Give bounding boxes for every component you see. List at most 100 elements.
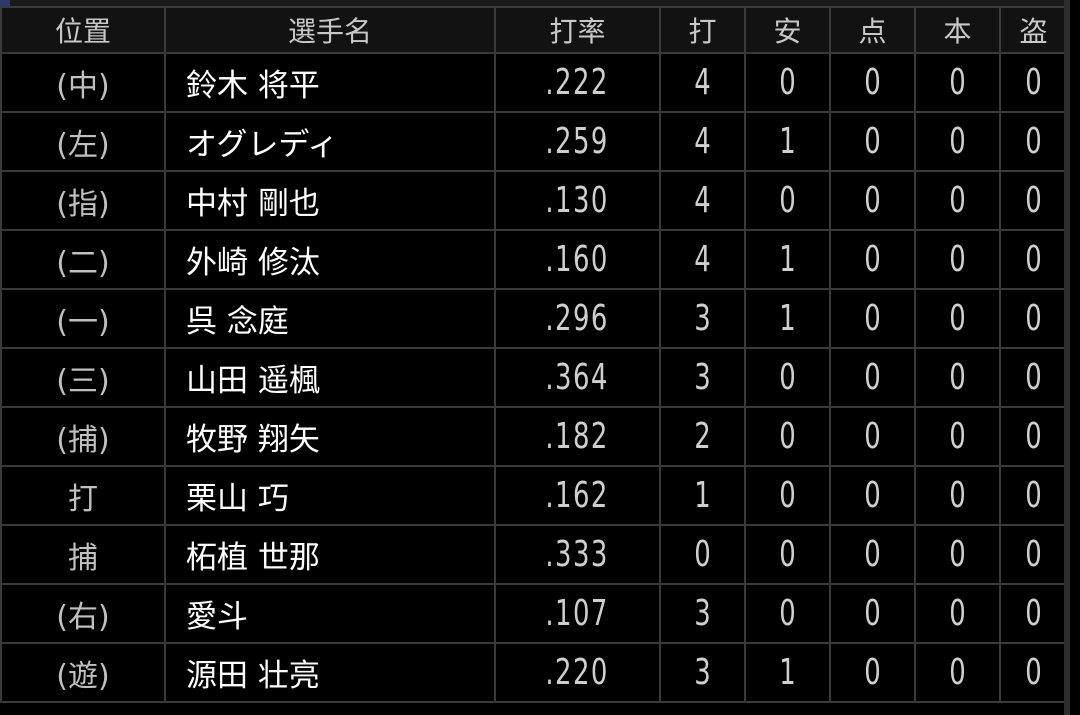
header-stolen-bases[interactable]: 盗 — [999, 6, 1068, 54]
position-cell: 捕 — [0, 524, 166, 585]
batting-stats-table: 位置 選手名 打率打安点本盗 (中) 鈴木 将平 .222 4 0 0 0 0 (左) オグレディ .2… — [0, 6, 1068, 703]
sb-cell: 0 — [999, 111, 1068, 172]
hr-value: 0 — [949, 121, 966, 162]
h-cell: 0 — [744, 170, 831, 231]
hr-cell: 0 — [914, 347, 1001, 408]
scrollbar[interactable] — [1064, 0, 1070, 715]
player-name-cell[interactable]: 鈴木 将平 — [164, 52, 496, 113]
player-name-cell[interactable]: 源田 壮亮 — [164, 642, 496, 703]
h-value: 0 — [779, 357, 796, 398]
header-hits[interactable]: 安 — [744, 6, 831, 54]
rbi-value: 0 — [864, 416, 881, 457]
rbi-value: 0 — [864, 357, 881, 398]
table-row[interactable]: (中) 鈴木 将平 .222 4 0 0 0 0 — [0, 52, 1068, 113]
h-value: 1 — [779, 121, 796, 162]
table-row[interactable]: (捕) 牧野 翔矢 .182 2 0 0 0 0 — [0, 406, 1068, 467]
batting-average: .162 — [545, 475, 610, 516]
rbi-cell: 0 — [829, 111, 916, 172]
batting-average-cell: .182 — [494, 406, 661, 467]
batting-average-cell: .160 — [494, 229, 661, 290]
hr-value: 0 — [949, 62, 966, 103]
header-at-bats[interactable]: 打 — [659, 6, 746, 54]
table-row[interactable]: (右) 愛斗 .107 3 0 0 0 0 — [0, 583, 1068, 644]
player-name-cell[interactable]: 愛斗 — [164, 583, 496, 644]
table-row[interactable]: (遊) 源田 壮亮 .220 3 1 0 0 0 — [0, 642, 1068, 703]
sb-cell: 0 — [999, 229, 1068, 290]
table-row[interactable]: 打栗山 巧 .162 1 0 0 0 0 — [0, 465, 1068, 526]
position-cell: (指) — [0, 170, 166, 231]
sb-value: 0 — [1025, 475, 1042, 516]
table-row[interactable]: (三) 山田 遥楓 .364 3 0 0 0 0 — [0, 347, 1068, 408]
position-cell: (二) — [0, 229, 166, 290]
player-name-cell[interactable]: 牧野 翔矢 — [164, 406, 496, 467]
rbi-value: 0 — [864, 239, 881, 280]
header-row: 位置 選手名 打率打安点本盗 — [0, 6, 1068, 54]
rbi-cell: 0 — [829, 642, 916, 703]
rbi-value: 0 — [864, 180, 881, 221]
h-cell: 0 — [744, 583, 831, 644]
h-value: 1 — [779, 652, 796, 693]
sb-cell: 0 — [999, 170, 1068, 231]
rbi-value: 0 — [864, 475, 881, 516]
player-name-cell[interactable]: 柘植 世那 — [164, 524, 496, 585]
rbi-cell: 0 — [829, 406, 916, 467]
hr-value: 0 — [949, 416, 966, 457]
rbi-cell: 0 — [829, 229, 916, 290]
hr-value: 0 — [949, 593, 966, 634]
table-row[interactable]: (一) 呉 念庭 .296 3 1 0 0 0 — [0, 288, 1068, 349]
position-cell: (左) — [0, 111, 166, 172]
rbi-value: 0 — [864, 298, 881, 339]
header-rbi[interactable]: 点 — [829, 6, 916, 54]
hr-cell: 0 — [914, 229, 1001, 290]
table-row[interactable]: (二) 外崎 修汰 .160 4 1 0 0 0 — [0, 229, 1068, 290]
hr-value: 0 — [949, 239, 966, 280]
hr-cell: 0 — [914, 642, 1001, 703]
ab-cell: 4 — [659, 170, 746, 231]
hr-cell: 0 — [914, 406, 1001, 467]
player-name-cell[interactable]: 呉 念庭 — [164, 288, 496, 349]
sb-value: 0 — [1025, 298, 1042, 339]
batting-average-cell: .364 — [494, 347, 661, 408]
ab-cell: 1 — [659, 465, 746, 526]
ab-cell: 3 — [659, 583, 746, 644]
player-name-cell[interactable]: 中村 剛也 — [164, 170, 496, 231]
sb-cell: 0 — [999, 465, 1068, 526]
header-position[interactable]: 位置 — [0, 6, 166, 54]
sb-value: 0 — [1025, 239, 1042, 280]
h-cell: 0 — [744, 347, 831, 408]
batting-average-cell: .220 — [494, 642, 661, 703]
batting-average-cell: .130 — [494, 170, 661, 231]
table-row[interactable]: 捕柘植 世那 .333 0 0 0 0 0 — [0, 524, 1068, 585]
player-name-cell[interactable]: 山田 遥楓 — [164, 347, 496, 408]
sb-cell: 0 — [999, 52, 1068, 113]
table-row[interactable]: (左) オグレディ .259 4 1 0 0 0 — [0, 111, 1068, 172]
batting-average: .333 — [545, 534, 610, 575]
player-name-cell[interactable]: オグレディ — [164, 111, 496, 172]
batting-average: .160 — [545, 239, 610, 280]
batting-average: .259 — [545, 121, 610, 162]
ab-cell: 0 — [659, 524, 746, 585]
player-name-cell[interactable]: 栗山 巧 — [164, 465, 496, 526]
header-batting-average[interactable]: 打率 — [494, 6, 661, 54]
ab-cell: 3 — [659, 642, 746, 703]
ab-value: 3 — [694, 652, 711, 693]
position-cell: (中) — [0, 52, 166, 113]
position-cell: 打 — [0, 465, 166, 526]
rbi-cell: 0 — [829, 347, 916, 408]
ab-value: 4 — [694, 121, 711, 162]
h-cell: 1 — [744, 642, 831, 703]
table-row[interactable]: (指) 中村 剛也 .130 4 0 0 0 0 — [0, 170, 1068, 231]
sb-cell: 0 — [999, 583, 1068, 644]
player-name-cell[interactable]: 外崎 修汰 — [164, 229, 496, 290]
header-home-runs[interactable]: 本 — [914, 6, 1001, 54]
batting-average: .107 — [545, 593, 610, 634]
hr-value: 0 — [949, 180, 966, 221]
hr-cell: 0 — [914, 170, 1001, 231]
header-player-name[interactable]: 選手名 — [164, 6, 496, 54]
sb-value: 0 — [1025, 534, 1042, 575]
batting-average: .222 — [545, 62, 610, 103]
h-value: 0 — [779, 62, 796, 103]
ab-cell: 4 — [659, 52, 746, 113]
rbi-cell: 0 — [829, 465, 916, 526]
sb-value: 0 — [1025, 62, 1042, 103]
